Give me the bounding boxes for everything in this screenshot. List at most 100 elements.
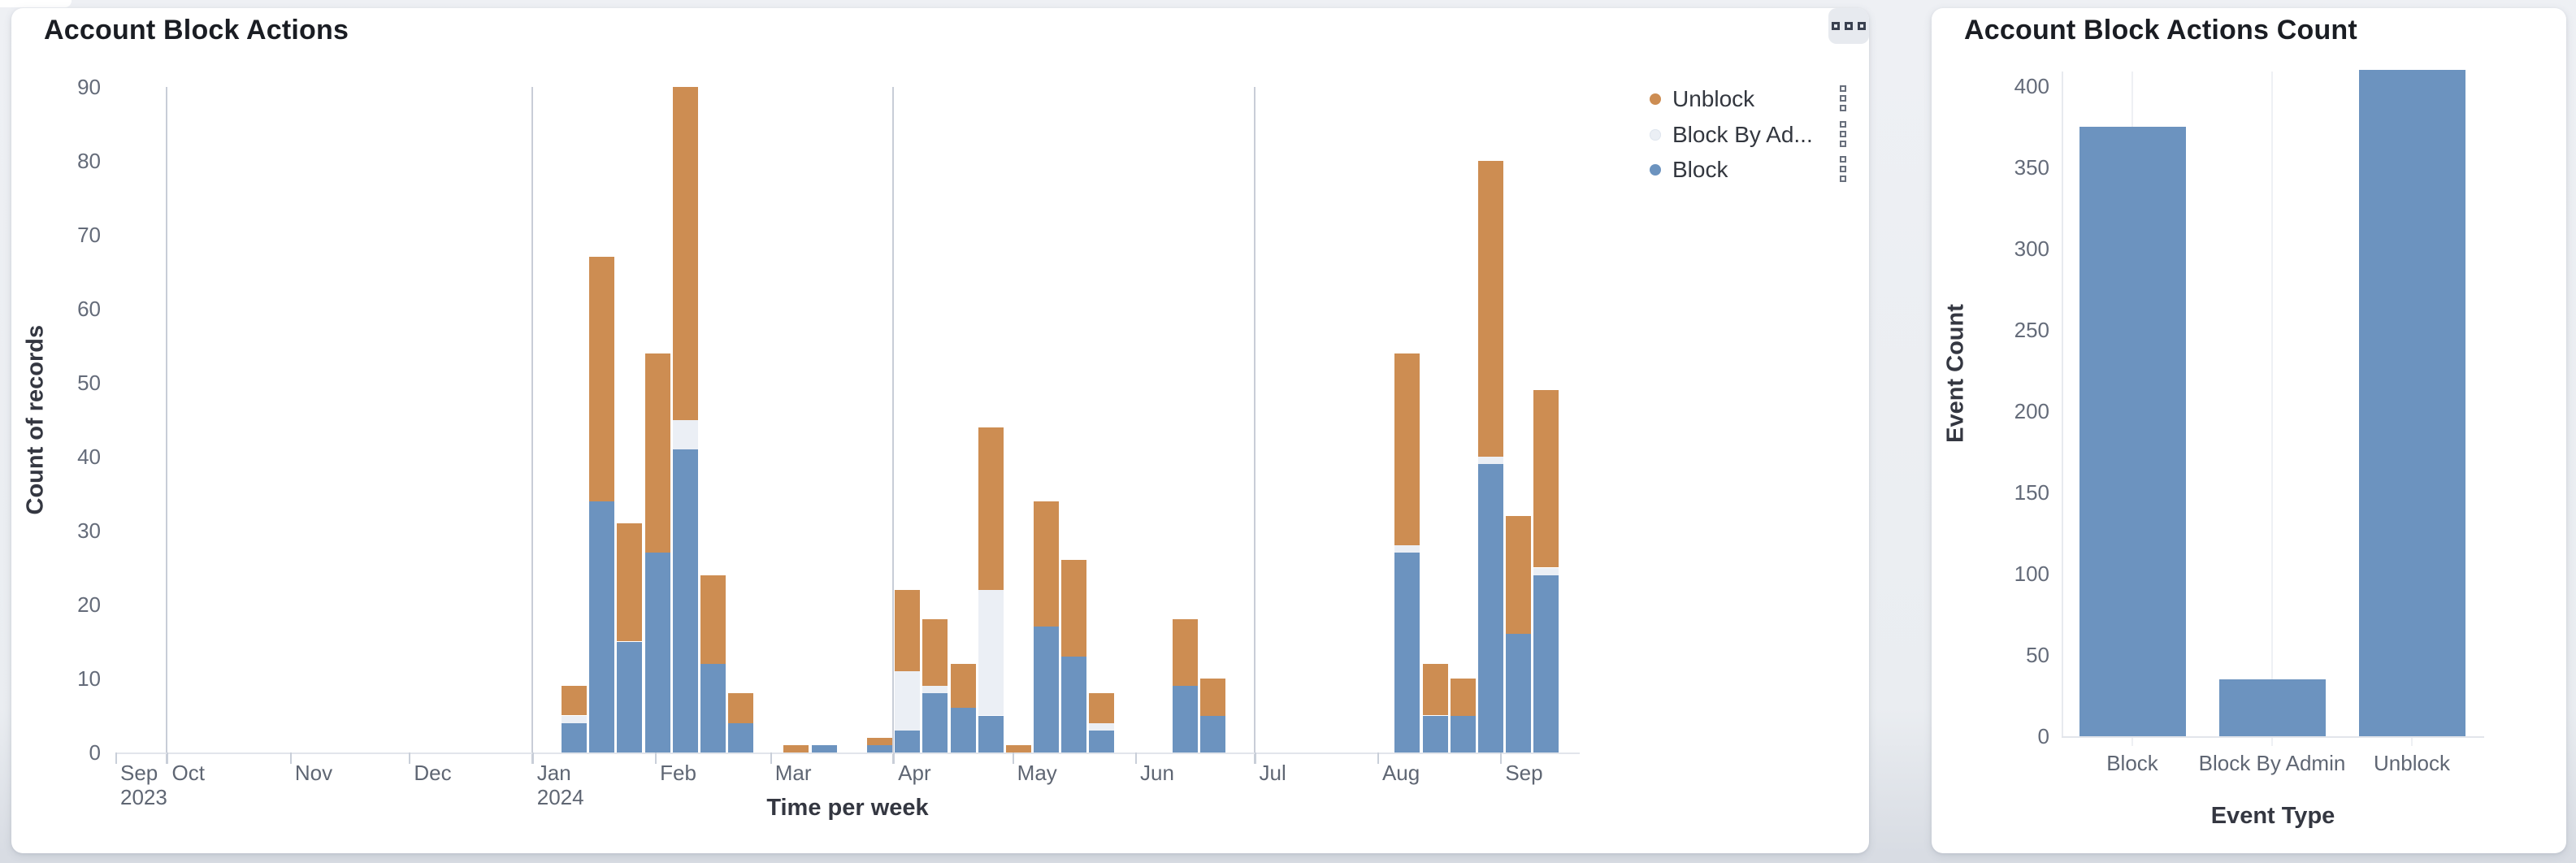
gridline-y-70 (115, 234, 1580, 236)
bar-segment-block_by_admin[interactable] (978, 589, 1004, 716)
bar-segment-block_by_admin[interactable] (672, 419, 698, 449)
vertical-squares-icon (1840, 95, 1846, 102)
bar-segment-block[interactable] (1200, 715, 1226, 752)
bar-segment-unblock[interactable] (617, 523, 643, 642)
bar-segment-unblock[interactable] (1533, 390, 1559, 568)
bar-segment-block[interactable] (700, 663, 726, 752)
quarter-gridline (531, 87, 533, 764)
bar-segment-block[interactable] (728, 722, 754, 752)
bar-segment-block[interactable] (672, 449, 698, 752)
bar-segment-block[interactable] (978, 715, 1004, 752)
bar-segment-unblock[interactable] (1422, 663, 1448, 716)
bar-segment-block[interactable] (1061, 656, 1087, 752)
y-axis-title: Event Count (1942, 304, 1969, 443)
bar-segment-unblock[interactable] (866, 737, 892, 745)
month-tick (1500, 752, 1503, 764)
bar-segment-block[interactable] (922, 693, 948, 752)
bar-segment-block[interactable] (1506, 634, 1532, 752)
bar-segment-unblock[interactable] (1061, 560, 1087, 657)
month-tick-label: Jan 2024 (536, 761, 584, 809)
bar-segment-block_by_admin[interactable] (1533, 567, 1559, 575)
month-tick (770, 752, 772, 764)
bar-segment-unblock[interactable] (1450, 679, 1476, 716)
bar-segment-block_by_admin[interactable] (1478, 457, 1504, 465)
page-title: Account Block Actions Count (1964, 15, 2357, 46)
bar-segment-unblock[interactable] (1506, 515, 1532, 635)
bar-segment-block_by_admin[interactable] (922, 686, 948, 694)
bar-segment-block[interactable] (895, 730, 921, 752)
bar-segment-unblock[interactable] (950, 663, 976, 709)
legend-label: Unblock (1672, 86, 1755, 111)
y-tick-label: 20 (77, 592, 101, 617)
legend-item-unblock[interactable]: Unblock (1650, 86, 1754, 112)
y-tick-label: 0 (2037, 724, 2049, 748)
bar-block-by-admin[interactable] (2218, 679, 2326, 736)
month-tick-label: Aug (1381, 761, 1420, 785)
y-tick-label: 400 (2014, 74, 2049, 98)
panel-options-button[interactable] (1828, 8, 1869, 44)
bar-segment-unblock[interactable] (1173, 619, 1198, 687)
legend-item-block[interactable]: Block (1650, 157, 1728, 183)
bar-segment-block[interactable] (1478, 464, 1504, 752)
gridline-y-10 (115, 678, 1580, 679)
bar-segment-block[interactable] (644, 553, 670, 752)
bar-segment-unblock[interactable] (1034, 501, 1060, 627)
bar-segment-unblock[interactable] (728, 693, 754, 723)
bar-segment-block_by_admin[interactable] (895, 670, 921, 731)
bar-segment-unblock[interactable] (895, 589, 921, 671)
category-label: Unblock (2374, 751, 2450, 775)
bar-segment-block[interactable] (1173, 686, 1198, 752)
bar-segment-block[interactable] (866, 744, 892, 752)
bar-segment-unblock[interactable] (1394, 353, 1420, 546)
vertical-squares-icon (1840, 120, 1846, 128)
y-tick-label: 30 (77, 518, 101, 543)
vertical-squares-icon (1840, 105, 1846, 111)
legend-actions-button[interactable] (1840, 85, 1846, 111)
month-tick (115, 752, 117, 764)
legend-item-block_by_admin[interactable]: Block By Ad... (1650, 122, 1813, 148)
three-squares-icon (1858, 22, 1866, 30)
bar-segment-unblock[interactable] (1089, 693, 1115, 723)
bar-segment-unblock[interactable] (1200, 679, 1226, 716)
bar-segment-unblock[interactable] (978, 427, 1004, 590)
gridline-y-30 (115, 530, 1580, 531)
bar-segment-block[interactable] (1034, 627, 1060, 752)
month-tick-label: Jul (1259, 761, 1286, 785)
bar-unblock[interactable] (2358, 70, 2465, 736)
bar-segment-unblock[interactable] (1478, 161, 1504, 457)
vertical-squares-icon (1840, 85, 1846, 92)
bar-segment-unblock[interactable] (644, 353, 670, 553)
y-tick-label: 70 (77, 223, 101, 247)
bar-segment-block[interactable] (1089, 730, 1115, 752)
bar-segment-block[interactable] (589, 501, 615, 752)
legend-actions-button[interactable] (1840, 120, 1846, 147)
bar-segment-block[interactable] (1450, 715, 1476, 752)
month-tick (289, 752, 292, 764)
bar-segment-unblock[interactable] (672, 87, 698, 420)
month-tick-label: Jun (1140, 761, 1174, 785)
vertical-squares-icon (1840, 130, 1846, 137)
bar-segment-block[interactable] (1394, 553, 1420, 752)
legend-actions-button[interactable] (1840, 156, 1846, 182)
bar-segment-block[interactable] (811, 744, 837, 752)
bar-segment-unblock[interactable] (561, 686, 587, 716)
bar-segment-block_by_admin[interactable] (1089, 722, 1115, 731)
bar-segment-block[interactable] (1422, 715, 1448, 752)
bar-block[interactable] (2079, 127, 2186, 736)
bar-segment-block_by_admin[interactable] (561, 715, 587, 723)
bar-segment-block[interactable] (950, 708, 976, 752)
bar-segment-unblock[interactable] (589, 257, 615, 501)
bar-segment-unblock[interactable] (700, 575, 726, 664)
bar-segment-block[interactable] (1533, 575, 1559, 752)
legend-label: Block By Ad... (1672, 121, 1813, 147)
bar-segment-block[interactable] (617, 641, 643, 752)
top-left-notch (0, 0, 72, 7)
gridline-y-90 (115, 86, 1580, 88)
bar-segment-block_by_admin[interactable] (1394, 545, 1420, 553)
bar-segment-unblock[interactable] (783, 744, 809, 752)
bar-segment-block[interactable] (561, 722, 587, 752)
bar-segment-unblock[interactable] (1005, 744, 1031, 752)
y-tick-label: 250 (2014, 318, 2049, 342)
bar-segment-unblock[interactable] (922, 619, 948, 687)
